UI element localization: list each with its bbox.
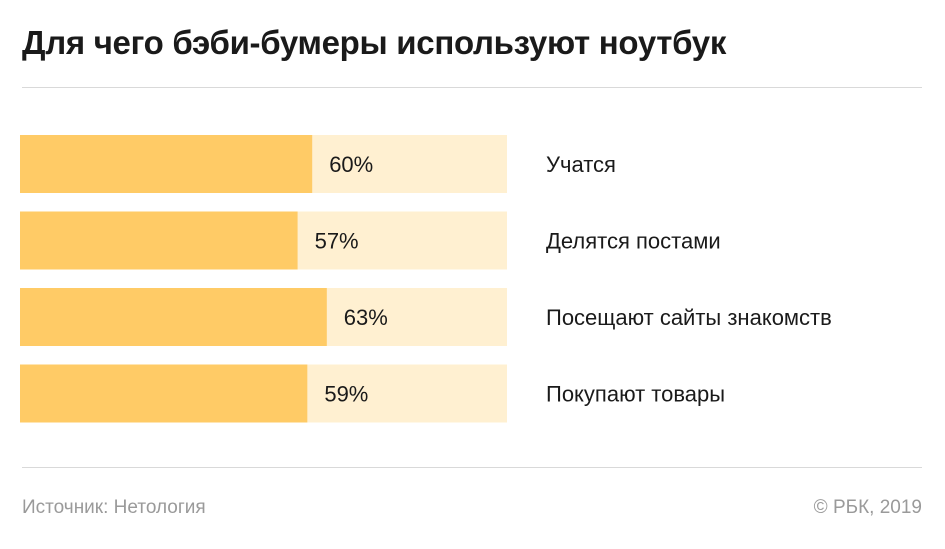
page-title: Для чего бэби-бумеры используют ноутбук — [22, 24, 727, 61]
bar — [20, 288, 327, 346]
bar — [20, 211, 298, 270]
bar-value-label: 63% — [344, 305, 388, 330]
bar-value-label: 60% — [329, 152, 373, 177]
source-note: Источник: Нетология — [22, 497, 206, 518]
bar-category-label: Делятся постами — [546, 229, 721, 254]
bar — [20, 135, 313, 193]
bar-category-label: Учатся — [546, 152, 616, 177]
footer-divider — [22, 467, 922, 468]
bar-value-label: 57% — [315, 229, 359, 254]
bar-category-label: Посещают сайты знакомств — [546, 305, 832, 330]
bar — [20, 364, 308, 423]
bar-category-label: Покупают товары — [546, 382, 725, 407]
bar-value-label: 59% — [324, 382, 368, 407]
header-divider — [22, 87, 922, 88]
copyright-note: © РБК, 2019 — [813, 497, 922, 518]
